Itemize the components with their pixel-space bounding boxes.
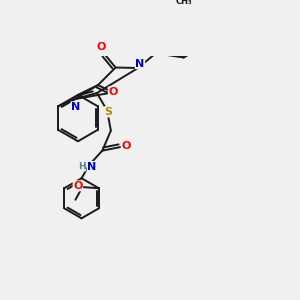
- Text: O: O: [121, 140, 131, 151]
- Text: CH₃: CH₃: [176, 0, 192, 6]
- Text: N: N: [87, 161, 96, 172]
- Text: O: O: [108, 87, 118, 97]
- Text: O: O: [73, 181, 83, 191]
- Text: N: N: [71, 102, 80, 112]
- Text: O: O: [96, 41, 106, 52]
- Text: N: N: [135, 58, 145, 69]
- Text: H: H: [78, 162, 86, 171]
- Text: S: S: [104, 107, 112, 117]
